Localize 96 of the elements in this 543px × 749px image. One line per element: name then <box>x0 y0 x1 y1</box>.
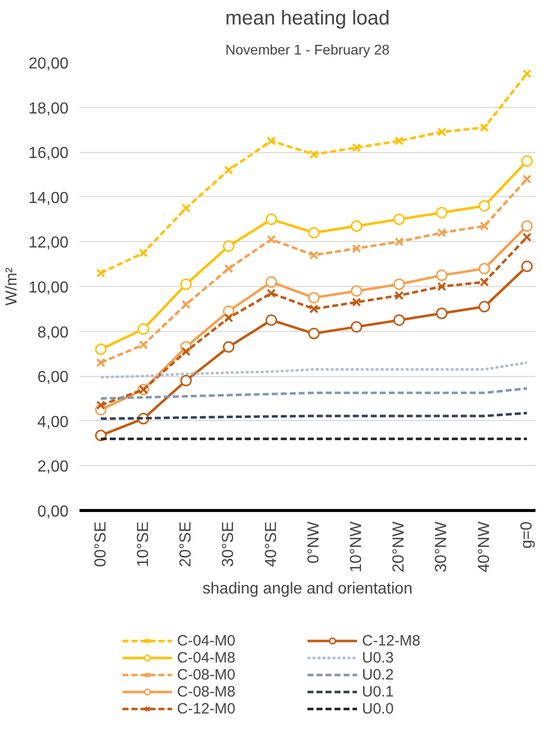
chart-subtitle: November 1 - February 28 <box>225 42 390 58</box>
y-tick-label: 10,00 <box>28 280 69 296</box>
x-tick-label: 10°NW <box>348 520 366 572</box>
chart-title: mean heating load <box>225 8 390 30</box>
point <box>350 285 362 297</box>
y-tick-label: 8,00 <box>37 324 69 342</box>
point <box>352 143 362 152</box>
point <box>309 250 318 260</box>
point <box>478 300 490 312</box>
point <box>222 240 234 252</box>
point <box>480 277 489 287</box>
point <box>308 328 320 340</box>
point <box>437 282 446 292</box>
point <box>437 228 446 238</box>
y-tick-label: 0,00 <box>37 504 69 520</box>
legend-label: U0.1 <box>362 683 395 700</box>
legend-label: C-12-M8 <box>362 632 422 649</box>
x-tick-label: 30°SE <box>220 521 238 568</box>
y-tick-label: 20,00 <box>28 56 69 72</box>
point <box>182 300 191 309</box>
point <box>393 278 405 290</box>
y-tick-label: 18,00 <box>28 100 69 118</box>
point <box>522 174 532 184</box>
point <box>521 260 533 272</box>
y-tick-label: 12,00 <box>28 234 69 252</box>
point <box>522 69 532 78</box>
x-axis-title: shading angle and orientation <box>202 580 412 598</box>
point <box>222 341 234 353</box>
point <box>436 206 448 218</box>
x-tick-label: g=0 <box>518 521 536 549</box>
point <box>308 292 320 304</box>
point <box>266 136 276 146</box>
point <box>138 340 148 350</box>
x-tick-label: 0°NW <box>305 520 322 564</box>
point <box>266 314 278 326</box>
point <box>394 237 404 246</box>
x-tick-label: 10°SE <box>134 521 152 568</box>
legend-label: C-08-M0 <box>177 666 236 683</box>
point <box>350 321 362 333</box>
point <box>96 268 106 278</box>
y-tick-label: 16,00 <box>28 145 69 162</box>
point <box>182 346 191 356</box>
point <box>224 165 234 175</box>
legend-label: C-08-M8 <box>177 683 236 700</box>
point <box>309 304 318 314</box>
legend-label: U0.3 <box>362 649 395 666</box>
point <box>480 221 489 231</box>
y-tick-label: 14,00 <box>28 190 69 207</box>
x-tick-label: 40°SE <box>262 521 280 568</box>
point <box>394 290 404 300</box>
point <box>437 127 446 136</box>
point <box>350 220 362 232</box>
point <box>478 200 490 212</box>
x-tick-label: 30°NW <box>433 520 450 572</box>
point <box>95 343 107 355</box>
point <box>266 234 276 244</box>
point <box>393 314 405 326</box>
point <box>394 136 404 146</box>
x-tick-label: 40°NW <box>476 520 493 572</box>
legend-label: C-04-M8 <box>177 649 236 666</box>
point <box>224 264 234 274</box>
y-tick-label: 6,00 <box>37 369 69 386</box>
point <box>96 400 106 410</box>
point <box>138 248 148 258</box>
point <box>436 270 448 282</box>
point <box>182 204 191 213</box>
point <box>521 155 533 167</box>
point <box>352 298 362 307</box>
x-tick-label: 00°SE <box>92 521 110 568</box>
point <box>436 308 448 320</box>
point <box>393 214 405 226</box>
line-series <box>100 387 528 400</box>
point <box>521 220 533 232</box>
point <box>180 374 192 386</box>
legend-label: C-12-M0 <box>177 700 236 717</box>
point <box>352 244 362 253</box>
point <box>138 323 150 335</box>
point <box>266 288 276 298</box>
point <box>224 313 234 322</box>
y-tick-label: 2,00 <box>37 458 69 476</box>
x-tick-label: 20°SE <box>178 521 195 568</box>
x-tick-label: 20°NW <box>390 520 408 572</box>
point <box>266 276 278 288</box>
point <box>180 278 192 290</box>
point <box>480 122 489 132</box>
legend-label: C-04-M0 <box>177 632 236 649</box>
point <box>266 214 278 226</box>
y-axis-title: W/m² <box>3 266 20 306</box>
legend-label: U0.2 <box>362 666 395 683</box>
point <box>309 150 318 159</box>
point <box>96 358 106 368</box>
point <box>308 227 320 238</box>
point <box>522 232 532 242</box>
point <box>478 262 490 274</box>
y-tick-label: 4,00 <box>37 414 69 431</box>
legend-label: U0.0 <box>362 700 395 717</box>
